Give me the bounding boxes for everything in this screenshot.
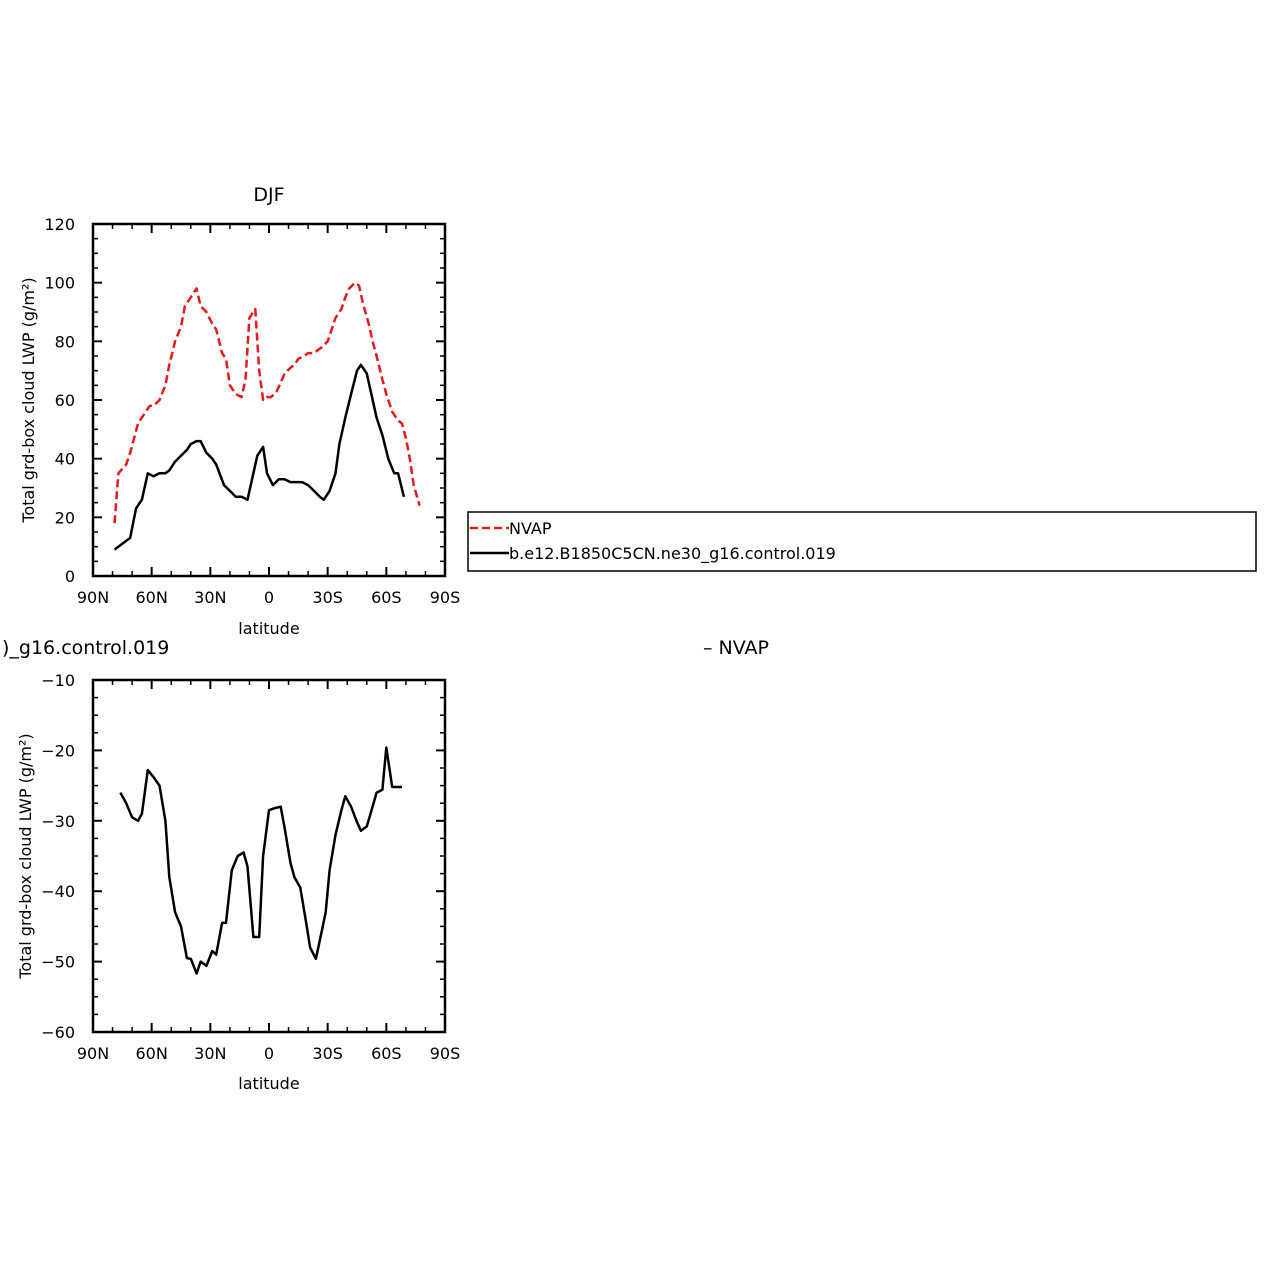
x-tick-label: 90S: [430, 588, 461, 607]
chart-panel-bottom: 90N 60N 30N 0 30S 60S 90S −60 −50 −40 −30 −20 −10 la…: [16, 671, 460, 1093]
y-tick-label: −60: [41, 1023, 75, 1042]
y-tick-label: −50: [41, 953, 75, 972]
plot-frame-top: [91, 222, 447, 578]
y-tick-label: −30: [41, 812, 75, 831]
y-tick-label: 20: [55, 508, 75, 527]
x-tick-label: 0: [264, 588, 274, 607]
y-axis-label: Total grd-box cloud LWP (g/m²): [16, 733, 35, 979]
x-tick-label: 30N: [194, 1044, 226, 1063]
y-axis-label: Total grd-box cloud LWP (g/m²): [19, 277, 38, 523]
y-tick-label: 0: [65, 567, 75, 586]
x-tick-label: 30S: [312, 1044, 343, 1063]
y-tick-label: −40: [41, 882, 75, 901]
y-tick-label: −10: [41, 671, 75, 690]
x-axis-label: latitude: [238, 619, 299, 638]
x-tick-label: 90S: [430, 1044, 461, 1063]
legend: NVAP b.e12.B1850C5CN.ne30_g16.control.01…: [467, 511, 1257, 572]
x-axis-label: latitude: [238, 1074, 299, 1093]
y-tick-label: 80: [55, 332, 75, 351]
y-tick-label: −20: [41, 741, 75, 760]
plot-frame-bottom: [91, 678, 447, 1034]
series-line-b-e12-b1850c5cn-ne30-g16-control-019: [113, 363, 406, 551]
x-tick-label: 60N: [136, 588, 168, 607]
x-tick-label: 60S: [371, 588, 402, 607]
series-line-nvap: [113, 281, 421, 524]
y-tick-label: 60: [55, 391, 75, 410]
y-tick-label: 120: [44, 215, 75, 234]
x-tick-label: 60S: [371, 1044, 402, 1063]
x-tick-label: 30N: [194, 588, 226, 607]
bottom-title-left: )_g16.control.019: [2, 637, 169, 659]
y-tick-label: 40: [55, 450, 75, 469]
chart-panel-top: DJF 90N 60N 30N 0 30S 60S 90S 0 20 40 60 80 100 120 l…: [19, 184, 460, 638]
x-tick-label: 0: [264, 1044, 274, 1063]
x-tick-label: 90N: [77, 588, 109, 607]
legend-label-nvap: NVAP: [509, 519, 552, 538]
y-tick-label: 100: [44, 274, 75, 293]
bottom-title-right: – NVAP: [703, 637, 769, 659]
series-line-panel1-0: [119, 746, 402, 975]
chart-title: DJF: [253, 184, 284, 206]
x-tick-label: 90N: [77, 1044, 109, 1063]
legend-label-model: b.e12.B1850C5CN.ne30_g16.control.019: [509, 544, 836, 564]
legend-box: [467, 511, 1257, 572]
x-tick-label: 30S: [312, 588, 343, 607]
x-tick-label: 60N: [136, 1044, 168, 1063]
